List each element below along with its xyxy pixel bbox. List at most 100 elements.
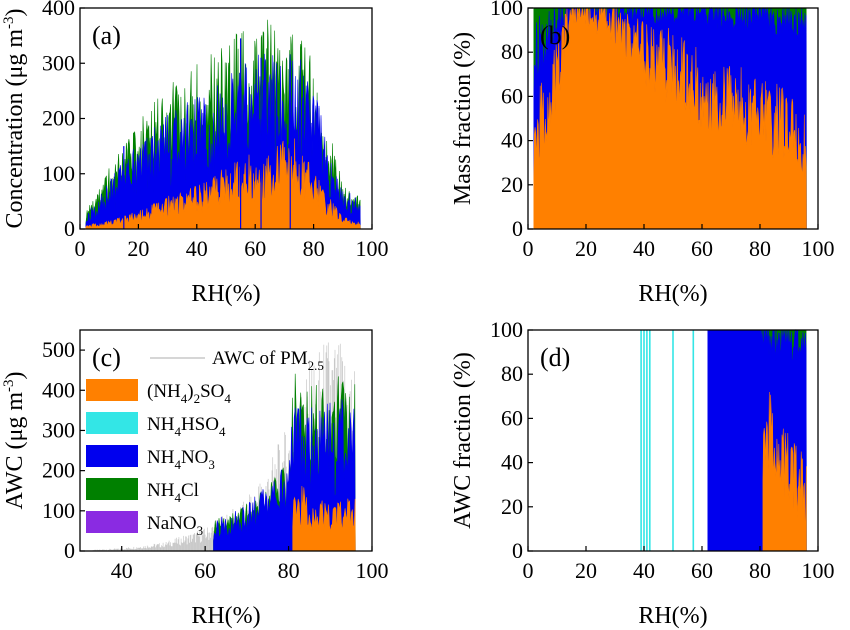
legend-text: (NH	[147, 381, 181, 402]
x-tick-label-1: 20	[575, 558, 597, 583]
legend-text: NH	[147, 414, 175, 435]
legend-swatch-sodium_nitrate	[86, 511, 138, 533]
y-tick-label-2: 200	[42, 458, 75, 483]
x-tick-label-4: 80	[749, 236, 771, 261]
legend-text: NaNO	[147, 513, 197, 534]
legend-sub: 4	[174, 457, 181, 472]
y-tick-label-3: 60	[501, 405, 523, 430]
y-axis-label-d: AWC fraction (%)	[450, 352, 476, 529]
series-ammonium_sulfate	[533, 7, 807, 230]
legend-text: NH	[147, 447, 175, 468]
legend-text-after: )	[187, 381, 193, 402]
y-tick-label-4: 400	[42, 377, 75, 402]
x-tick-label-4: 80	[749, 558, 771, 583]
x-tick-label-3: 60	[691, 558, 713, 583]
y-tick-label-1: 20	[501, 494, 523, 519]
legend-swatch-ammonium_bisulfate	[86, 412, 138, 434]
legend-sub3: 4	[224, 391, 231, 406]
x-tick-label-1: 20	[127, 236, 149, 261]
x-tick-label-5: 100	[802, 558, 835, 583]
legend-sub: 4	[181, 391, 188, 406]
x-axis-label-d: RH(%)	[638, 603, 707, 629]
series-ammonium_sulfate	[292, 485, 356, 552]
x-tick-label-3: 60	[244, 236, 266, 261]
y-tick-label-2: 40	[501, 128, 523, 153]
axes-frame-d	[527, 329, 819, 552]
plot-area-b	[533, 6, 807, 230]
plot-area-d	[640, 329, 807, 552]
y-tick-label-4: 400	[42, 0, 75, 20]
x-tick-label-2: 40	[633, 558, 655, 583]
y-label-base: AWC (μg m	[2, 392, 28, 510]
y-axis-label-b: Mass fraction (%)	[450, 32, 476, 205]
legend-text-after: Cl	[181, 480, 199, 501]
y-tick-label-3: 300	[42, 50, 75, 75]
panel-d: 0 20 40 60 80 100 0 20 40 60 80 100 (d) RH(%) AWC frac…	[450, 317, 835, 629]
y-tick-label-4: 80	[501, 361, 523, 386]
y-tick-label-3: 300	[42, 417, 75, 442]
legend-text: AWC of PM	[212, 348, 308, 369]
legend-text-after: HSO	[181, 414, 219, 435]
y-axis-label-c: AWC (μg m-3)	[1, 371, 28, 509]
legend-sub2: 4	[219, 424, 226, 439]
legend: AWC of PM2.5(NH4)2SO4NH4HSO4NH4NO3NH4ClN…	[86, 348, 324, 538]
x-tick-label-2: 40	[633, 236, 655, 261]
axes-frame-b	[527, 7, 819, 230]
y-tick-label-2: 40	[501, 450, 523, 475]
legend-label-ammonium_bisulfate: NH4HSO4	[147, 414, 226, 439]
x-axis-label-b: RH(%)	[638, 281, 707, 307]
y-axis-label-a: Concentration (μg m-3)	[1, 9, 28, 229]
panel-label-b: (b)	[540, 21, 570, 50]
axes-frame-c	[79, 329, 373, 552]
legend-sub: 2.5	[308, 358, 324, 373]
y-tick-label-3: 60	[501, 83, 523, 108]
legend-label-ammonium_nitrate: NH4NO3	[147, 447, 215, 472]
legend-label-sodium_nitrate: NaNO3	[147, 513, 203, 538]
y-label-sup: -3	[1, 379, 17, 392]
y-tick-label-5: 500	[42, 337, 75, 362]
y-tick-label-0: 0	[512, 538, 523, 563]
x-tick-label-3: 100	[356, 558, 389, 583]
panel-label-a: (a)	[92, 21, 121, 50]
x-axis-label-c: RH(%)	[191, 603, 260, 629]
x-tick-label-0: 40	[111, 558, 133, 583]
y-tick-label-0: 0	[64, 538, 75, 563]
legend-sub: 4	[174, 424, 181, 439]
plot-area-c	[92, 342, 356, 552]
panel-label-d: (d)	[540, 343, 570, 372]
x-tick-label-3: 60	[691, 236, 713, 261]
x-tick-label-2: 40	[186, 236, 208, 261]
y-tick-label-1: 100	[42, 161, 75, 186]
y-label-base: Concentration (μg m	[2, 29, 28, 229]
y-tick-label-4: 80	[501, 39, 523, 64]
x-tick-label-1: 20	[575, 236, 597, 261]
y-tick-label-2: 200	[42, 106, 75, 131]
legend-swatch-ammonium_nitrate	[86, 445, 138, 467]
x-tick-label-1: 60	[194, 558, 216, 583]
x-tick-label-4: 80	[303, 236, 325, 261]
series-ammonium_sulfate	[762, 391, 807, 552]
legend-label-awc_total: AWC of PM2.5	[212, 348, 324, 373]
y-tick-label-0: 0	[64, 216, 75, 241]
legend-label-ammonium_sulfate: (NH4)2SO4	[147, 381, 231, 406]
legend-swatch-ammonium_chloride	[86, 478, 138, 500]
y-tick-label-0: 0	[512, 216, 523, 241]
legend-label-ammonium_chloride: NH4Cl	[147, 480, 199, 505]
legend-text-after2: SO	[200, 381, 224, 402]
series-ammonium_sulfate	[85, 138, 361, 230]
y-tick-label-5: 100	[490, 317, 523, 342]
panel-b: 0 20 40 60 80 100 0 20 40 60 80 100 (b) RH(%) Mass fra…	[450, 0, 835, 307]
x-tick-label-0: 0	[523, 558, 534, 583]
x-tick-label-0: 0	[523, 236, 534, 261]
x-axis-label-a: RH(%)	[191, 281, 260, 307]
y-label-end: )	[2, 9, 28, 17]
panel-a: 0 20 40 60 80 100 0 100 200 300 400 (a) RH(%) Concent…	[1, 0, 389, 307]
x-tick-label-5: 100	[356, 236, 389, 261]
legend-sub: 4	[174, 490, 181, 505]
x-tick-label-2: 80	[278, 558, 300, 583]
y-tick-label-1: 20	[501, 172, 523, 197]
legend-text: NH	[147, 480, 175, 501]
legend-text-after: NO	[181, 447, 208, 468]
panel-c: 40 60 80 100 0 100 200 300 400 500 (c) RH(%) AWC (μg…	[1, 329, 389, 629]
